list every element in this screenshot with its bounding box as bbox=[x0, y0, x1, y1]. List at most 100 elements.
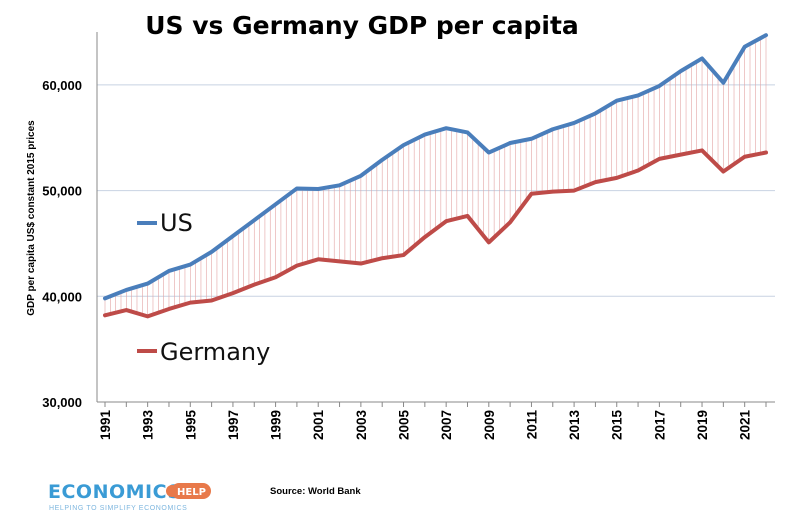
data-point-us bbox=[744, 46, 746, 48]
data-point-us bbox=[360, 175, 362, 177]
x-tick-label: 1999 bbox=[269, 410, 284, 440]
y-tick-label: 60,000 bbox=[42, 78, 82, 93]
legend-us-label: US bbox=[160, 209, 193, 237]
y-tick-label: 40,000 bbox=[42, 289, 82, 304]
x-tick-label: 1997 bbox=[226, 410, 241, 440]
data-point-us bbox=[147, 283, 149, 285]
data-point-germany bbox=[125, 309, 127, 311]
data-point-us bbox=[125, 289, 127, 291]
data-point-us bbox=[232, 235, 234, 237]
data-point-us bbox=[317, 188, 319, 190]
data-point-us bbox=[722, 82, 724, 84]
data-point-germany bbox=[147, 315, 149, 317]
logo-badge-text: HELP bbox=[177, 487, 206, 498]
data-point-us bbox=[509, 142, 511, 144]
x-tick-label: 2017 bbox=[652, 410, 667, 440]
logo-badge bbox=[171, 483, 211, 499]
grid-lines bbox=[97, 84, 775, 297]
data-point-us bbox=[275, 203, 277, 205]
data-point-us bbox=[403, 144, 405, 146]
data-point-us bbox=[211, 251, 213, 253]
data-point-germany bbox=[232, 292, 234, 294]
data-point-germany bbox=[381, 257, 383, 259]
data-point-us bbox=[253, 219, 255, 221]
data-point-us bbox=[680, 70, 682, 72]
data-point-germany bbox=[637, 169, 639, 171]
data-point-germany bbox=[339, 260, 341, 262]
data-point-germany bbox=[530, 193, 532, 195]
data-point-germany bbox=[573, 190, 575, 192]
x-tick-label: 2009 bbox=[482, 410, 497, 440]
x-tick-label: 2001 bbox=[311, 410, 326, 441]
x-tick-labels: 1991 1993 1995 1997 1999 2001 2003 2005 2007 2009… bbox=[98, 410, 753, 441]
data-point-germany bbox=[509, 221, 511, 223]
data-point-us bbox=[381, 159, 383, 161]
data-point-us bbox=[445, 127, 447, 129]
data-point-germany bbox=[253, 284, 255, 286]
data-point-germany bbox=[104, 314, 106, 316]
y-tick-label: 50,000 bbox=[42, 184, 82, 199]
data-point-us bbox=[466, 131, 468, 133]
logo-main-text: ECONOMICS bbox=[48, 481, 182, 503]
x-tick-label: 2021 bbox=[738, 410, 753, 441]
data-point-germany bbox=[488, 241, 490, 243]
data-point-germany bbox=[722, 171, 724, 173]
data-point-us bbox=[424, 134, 426, 136]
data-point-us bbox=[616, 100, 618, 102]
data-point-us bbox=[339, 184, 341, 186]
data-point-germany bbox=[765, 152, 767, 154]
data-point-us bbox=[296, 187, 298, 189]
chart-title: US vs Germany GDP per capita bbox=[145, 11, 579, 40]
series-line-us bbox=[103, 33, 768, 301]
economics-help-logo: ECONOMICS HELP HELPING TO SIMPLIFY ECONO… bbox=[48, 481, 211, 512]
x-tick-marks bbox=[104, 402, 767, 407]
x-tick-label: 2003 bbox=[354, 410, 369, 441]
data-point-us bbox=[104, 297, 106, 299]
data-point-us bbox=[637, 94, 639, 96]
data-point-us bbox=[594, 112, 596, 114]
data-point-us bbox=[765, 34, 767, 36]
x-tick-label: 2011 bbox=[524, 410, 539, 440]
y-tick-label: 30,000 bbox=[42, 395, 82, 410]
data-point-germany bbox=[658, 158, 660, 160]
data-point-germany bbox=[275, 276, 277, 278]
data-point-germany bbox=[616, 177, 618, 179]
legend-germany-label: Germany bbox=[160, 338, 270, 366]
data-point-germany bbox=[466, 215, 468, 217]
x-tick-label: 1995 bbox=[183, 410, 198, 441]
data-point-us bbox=[530, 138, 532, 140]
x-tick-label: 1993 bbox=[141, 410, 156, 441]
x-tick-label: 2007 bbox=[439, 410, 454, 440]
data-point-germany bbox=[744, 156, 746, 158]
x-tick-label: 2019 bbox=[695, 410, 710, 440]
data-point-us bbox=[658, 85, 660, 87]
data-point-germany bbox=[211, 300, 213, 302]
logo-tagline: HELPING TO SIMPLIFY ECONOMICS bbox=[49, 505, 187, 512]
x-tick-label: 2005 bbox=[397, 410, 412, 441]
x-tick-label: 2015 bbox=[610, 410, 625, 441]
data-point-germany bbox=[296, 265, 298, 267]
data-point-us bbox=[701, 57, 703, 59]
data-point-us bbox=[168, 270, 170, 272]
data-point-germany bbox=[680, 154, 682, 156]
data-point-germany bbox=[552, 191, 554, 193]
data-point-germany bbox=[701, 149, 703, 151]
data-point-germany bbox=[189, 302, 191, 304]
y-tick-labels: 30,000 40,000 50,000 60,000 bbox=[42, 78, 82, 410]
source-note: Source: World Bank bbox=[270, 486, 361, 497]
data-point-us bbox=[552, 128, 554, 130]
legend: US Germany bbox=[137, 209, 270, 366]
data-point-us bbox=[573, 122, 575, 124]
data-point-us bbox=[488, 152, 490, 154]
data-point-us bbox=[189, 264, 191, 266]
data-point-germany bbox=[424, 236, 426, 238]
y-axis-label: GDP per capita US$ constant 2015 prices bbox=[26, 120, 37, 316]
series-line-germany bbox=[103, 148, 768, 319]
data-point-germany bbox=[403, 254, 405, 256]
data-point-germany bbox=[445, 220, 447, 222]
series-lines bbox=[103, 33, 768, 319]
gap-drop-lines bbox=[104, 35, 767, 317]
data-point-germany bbox=[594, 181, 596, 183]
x-tick-label: 1991 bbox=[98, 410, 113, 441]
